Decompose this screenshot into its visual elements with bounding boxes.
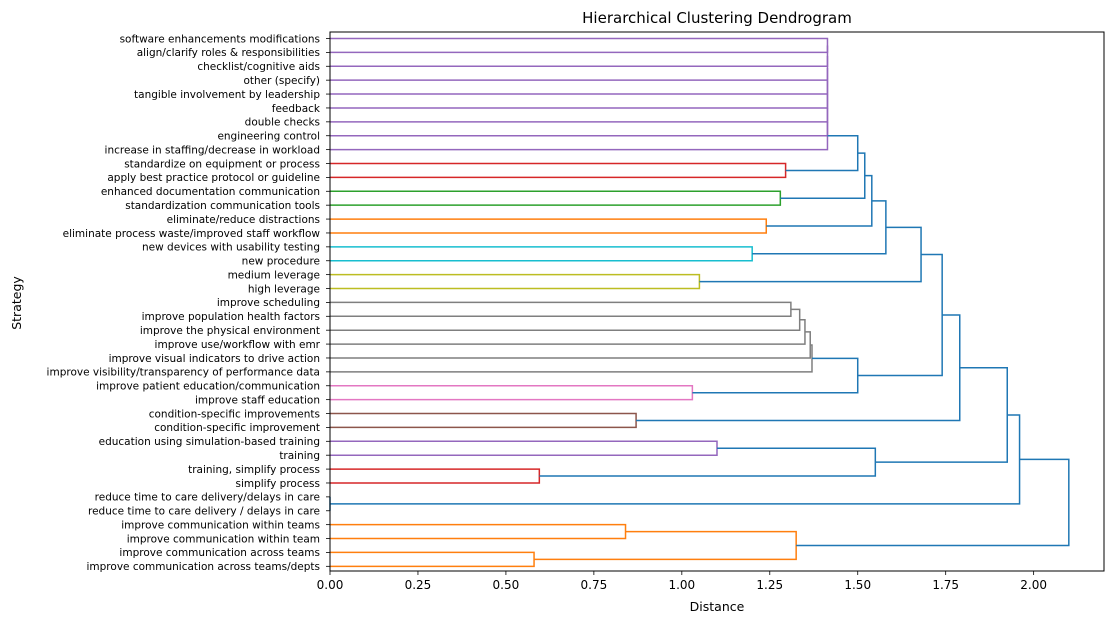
leaf-labels: software enhancements modifications align…	[47, 33, 330, 573]
leaf-label: improve communication within team	[127, 533, 320, 545]
x-tick-label: 1.00	[668, 578, 695, 592]
dendrogram-link	[330, 121, 829, 151]
leaf-label: improve communication within teams	[121, 519, 320, 531]
dendrogram-link	[692, 357, 859, 394]
leaf-label: improve patient education/communication	[96, 381, 320, 393]
dendrogram-link	[330, 412, 637, 429]
dendrogram-link	[330, 37, 829, 54]
dendrogram-link	[330, 273, 701, 290]
leaf-label: condition-specific improvements	[149, 408, 320, 420]
leaf-label: tangible involvement by leadership	[134, 89, 320, 101]
x-tick-label: 0.25	[405, 578, 432, 592]
dendrogram-link	[330, 319, 806, 345]
dendrogram-link	[330, 440, 718, 456]
x-tick-label: 0.75	[581, 578, 608, 592]
leaf-label: standardize on equipment or process	[124, 158, 320, 170]
leaf-label: improve visual indicators to drive actio…	[109, 353, 320, 365]
dendrogram-link	[330, 551, 535, 568]
leaf-label: training	[279, 450, 320, 462]
leaf-label: standardization communication tools	[125, 200, 320, 212]
y-axis-title: Strategy	[9, 276, 24, 330]
dendrogram-link	[330, 385, 694, 401]
leaf-label: other (specify)	[243, 75, 320, 87]
leaf-label: education using simulation-based trainin…	[99, 436, 320, 448]
dendrogram-link	[780, 152, 866, 199]
leaf-label: new devices with usability testing	[142, 242, 320, 254]
leaf-label: checklist/cognitive aids	[197, 61, 320, 73]
x-tick-label: 1.25	[756, 578, 783, 592]
dendrogram-link	[796, 458, 1070, 547]
dendrogram-link	[330, 301, 792, 318]
leaf-label: enhanced documentation communication	[101, 186, 320, 198]
dendrogram-link	[330, 55, 829, 81]
dendrogram-link	[330, 68, 829, 95]
dendrogram-link	[330, 162, 787, 179]
leaf-label: condition-specific improvement	[154, 422, 320, 434]
dendrogram-link	[330, 45, 829, 68]
chart-title: Hierarchical Clustering Dendrogram	[582, 9, 852, 27]
plot-frame	[329, 31, 1105, 572]
leaf-label: improve population health factors	[142, 311, 320, 323]
leaf-label: software enhancements modifications	[120, 33, 320, 45]
leaf-label: feedback	[272, 103, 321, 115]
dendrogram-link	[766, 174, 873, 227]
leaf-label: reduce time to care delivery/delays in c…	[95, 492, 320, 504]
dendrogram-link	[752, 200, 887, 255]
leaf-label: apply best practice protocol or guidelin…	[107, 172, 320, 184]
leaf-label: align/clarify roles & responsibilities	[137, 47, 320, 59]
leaf-label: improve the physical environment	[140, 325, 320, 337]
leaf-label: improve staff education	[195, 394, 320, 406]
leaf-label: new procedure	[242, 256, 320, 268]
x-tick-label: 1.50	[844, 578, 871, 592]
dendrogram-link	[857, 253, 943, 377]
dendrogram-link	[875, 366, 1008, 463]
leaf-label: reduce time to care delivery / delays in…	[88, 506, 320, 518]
leaf-label: improve communication across teams	[119, 547, 320, 559]
leaf-label: eliminate/reduce distractions	[167, 214, 320, 226]
x-axis-title: Distance	[690, 599, 745, 614]
dendrogram-link	[330, 218, 768, 234]
leaf-label: medium leverage	[228, 269, 320, 281]
dendrogram-link	[330, 523, 627, 540]
dendrogram-link	[330, 331, 811, 359]
leaf-label: training, simplify process	[188, 464, 320, 476]
leaf-label: engineering control	[217, 131, 320, 143]
x-tick-label: 0.00	[317, 578, 344, 592]
leaf-label: eliminate process waste/improved staff w…	[63, 228, 321, 240]
dendrogram-link	[330, 190, 782, 206]
x-tick-label: 2.00	[1020, 578, 1047, 592]
leaf-label: improve visibility/transparency of perfo…	[47, 367, 320, 379]
leaf-label: improve use/workflow with emr	[155, 339, 321, 351]
dendrogram-link	[785, 135, 859, 172]
dendrogram-link	[330, 246, 753, 262]
dendrogram-link	[330, 414, 1021, 505]
x-tick-label: 1.75	[932, 578, 959, 592]
x-tick-label: 0.50	[493, 578, 520, 592]
leaf-label: improve communication across teams/depts	[87, 561, 321, 573]
dendrogram-link	[539, 447, 877, 477]
dendrogram-branches	[329, 37, 1070, 568]
leaf-label: high leverage	[248, 283, 320, 295]
leaf-label: increase in staffing/decrease in workloa…	[105, 144, 320, 156]
dendrogram-link	[534, 530, 797, 561]
leaf-label: simplify process	[235, 478, 320, 490]
dendrogram-link	[330, 308, 801, 331]
dendrogram-link	[330, 468, 541, 484]
leaf-label: double checks	[245, 117, 320, 129]
x-axis-ticks: 0.00 0.25 0.50 0.75 1.00 1.25 1.50 1.75 2.00	[317, 571, 1047, 592]
leaf-label: improve scheduling	[217, 297, 320, 309]
